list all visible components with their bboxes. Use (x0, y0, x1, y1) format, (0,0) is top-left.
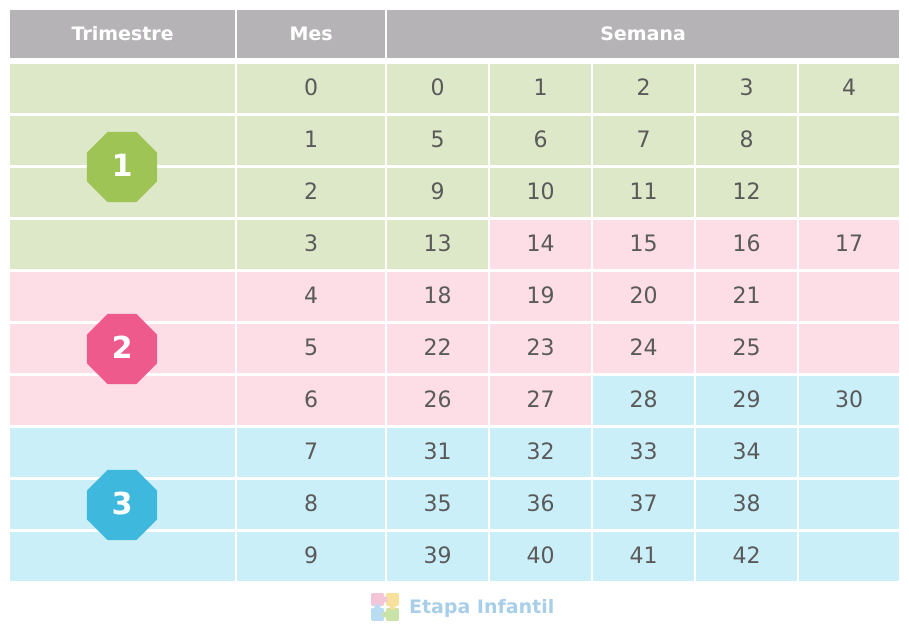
brand-name: Etapa Infantil (409, 596, 555, 618)
semana-cell: 3 (696, 64, 797, 113)
semana-cell: 12 (696, 168, 797, 217)
semana-cell: 16 (696, 220, 797, 269)
trimester-number: 2 (111, 331, 133, 366)
semana-cell (799, 428, 899, 477)
semana-cell: 21 (696, 272, 797, 321)
semana-cell: 33 (593, 428, 694, 477)
trimestre-cell (10, 272, 235, 321)
semana-cell: 4 (799, 64, 899, 113)
trimestre-cell (10, 64, 235, 113)
semana-cell: 2 (593, 64, 694, 113)
semana-cell: 28 (593, 376, 694, 425)
mes-cell: 1 (237, 116, 385, 165)
semana-cell: 25 (696, 324, 797, 373)
mes-cell: 9 (237, 532, 385, 581)
mes-cell: 7 (237, 428, 385, 477)
semana-cell: 18 (387, 272, 488, 321)
header-semana: Semana (387, 10, 899, 58)
semana-cell: 39 (387, 532, 488, 581)
semana-cell: 26 (387, 376, 488, 425)
trimester-number: 3 (111, 487, 133, 522)
mes-cell: 2 (237, 168, 385, 217)
semana-cell: 32 (490, 428, 591, 477)
semana-cell (799, 532, 899, 581)
trimestre-cell (10, 532, 235, 581)
semana-cell: 20 (593, 272, 694, 321)
semana-cell (799, 272, 899, 321)
semana-cell: 29 (696, 376, 797, 425)
mes-cell: 8 (237, 480, 385, 529)
semana-cell: 1 (490, 64, 591, 113)
semana-cell: 30 (799, 376, 899, 425)
semana-cell: 5 (387, 116, 488, 165)
semana-cell: 35 (387, 480, 488, 529)
semana-cell: 34 (696, 428, 797, 477)
semana-cell: 41 (593, 532, 694, 581)
semana-cell: 27 (490, 376, 591, 425)
puzzle-logo-icon (371, 593, 399, 621)
mes-cell: 0 (237, 64, 385, 113)
semana-cell (799, 480, 899, 529)
semana-cell: 38 (696, 480, 797, 529)
mes-cell: 5 (237, 324, 385, 373)
header-mes: Mes (237, 10, 385, 58)
semana-cell (799, 324, 899, 373)
octagon-icon (86, 131, 158, 202)
semana-cell: 7 (593, 116, 694, 165)
trimester-badge-1: 1 (83, 128, 161, 206)
octagon-icon (86, 313, 158, 384)
semana-cell: 10 (490, 168, 591, 217)
trimester-badge-3: 3 (83, 466, 161, 544)
semana-cell: 19 (490, 272, 591, 321)
semana-cell: 8 (696, 116, 797, 165)
semana-cell: 23 (490, 324, 591, 373)
footer-brand: Etapa Infantil (370, 590, 554, 624)
semana-cell: 9 (387, 168, 488, 217)
semana-cell: 11 (593, 168, 694, 217)
semana-cell: 0 (387, 64, 488, 113)
mes-cell: 3 (237, 220, 385, 269)
semana-cell: 42 (696, 532, 797, 581)
semana-cell: 31 (387, 428, 488, 477)
semana-cell: 40 (490, 532, 591, 581)
semana-cell: 36 (490, 480, 591, 529)
mes-cell: 4 (237, 272, 385, 321)
semana-cell: 14 (490, 220, 591, 269)
semana-cell: 17 (799, 220, 899, 269)
octagon-icon (86, 469, 158, 540)
trimestre-cell (10, 428, 235, 477)
semana-cell: 6 (490, 116, 591, 165)
semana-cell: 22 (387, 324, 488, 373)
semana-cell: 15 (593, 220, 694, 269)
trimester-number: 1 (111, 149, 133, 184)
header-trimestre: Trimestre (10, 10, 235, 58)
mes-cell: 6 (237, 376, 385, 425)
trimestre-cell (10, 220, 235, 269)
semana-cell: 13 (387, 220, 488, 269)
semana-cell: 24 (593, 324, 694, 373)
semana-cell (799, 116, 899, 165)
trimestre-cell (10, 376, 235, 425)
semana-cell (799, 168, 899, 217)
semana-cell: 37 (593, 480, 694, 529)
trimester-badge-2: 2 (83, 310, 161, 388)
